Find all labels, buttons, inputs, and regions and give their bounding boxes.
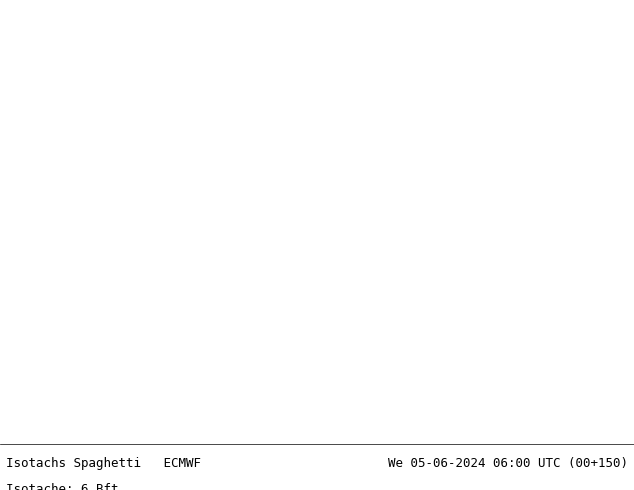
Text: Isotachs Spaghetti   ECMWF: Isotachs Spaghetti ECMWF (6, 458, 202, 470)
Text: We 05-06-2024 06:00 UTC (00+150): We 05-06-2024 06:00 UTC (00+150) (387, 458, 628, 470)
Text: Isotache: 6 Bft: Isotache: 6 Bft (6, 483, 119, 490)
